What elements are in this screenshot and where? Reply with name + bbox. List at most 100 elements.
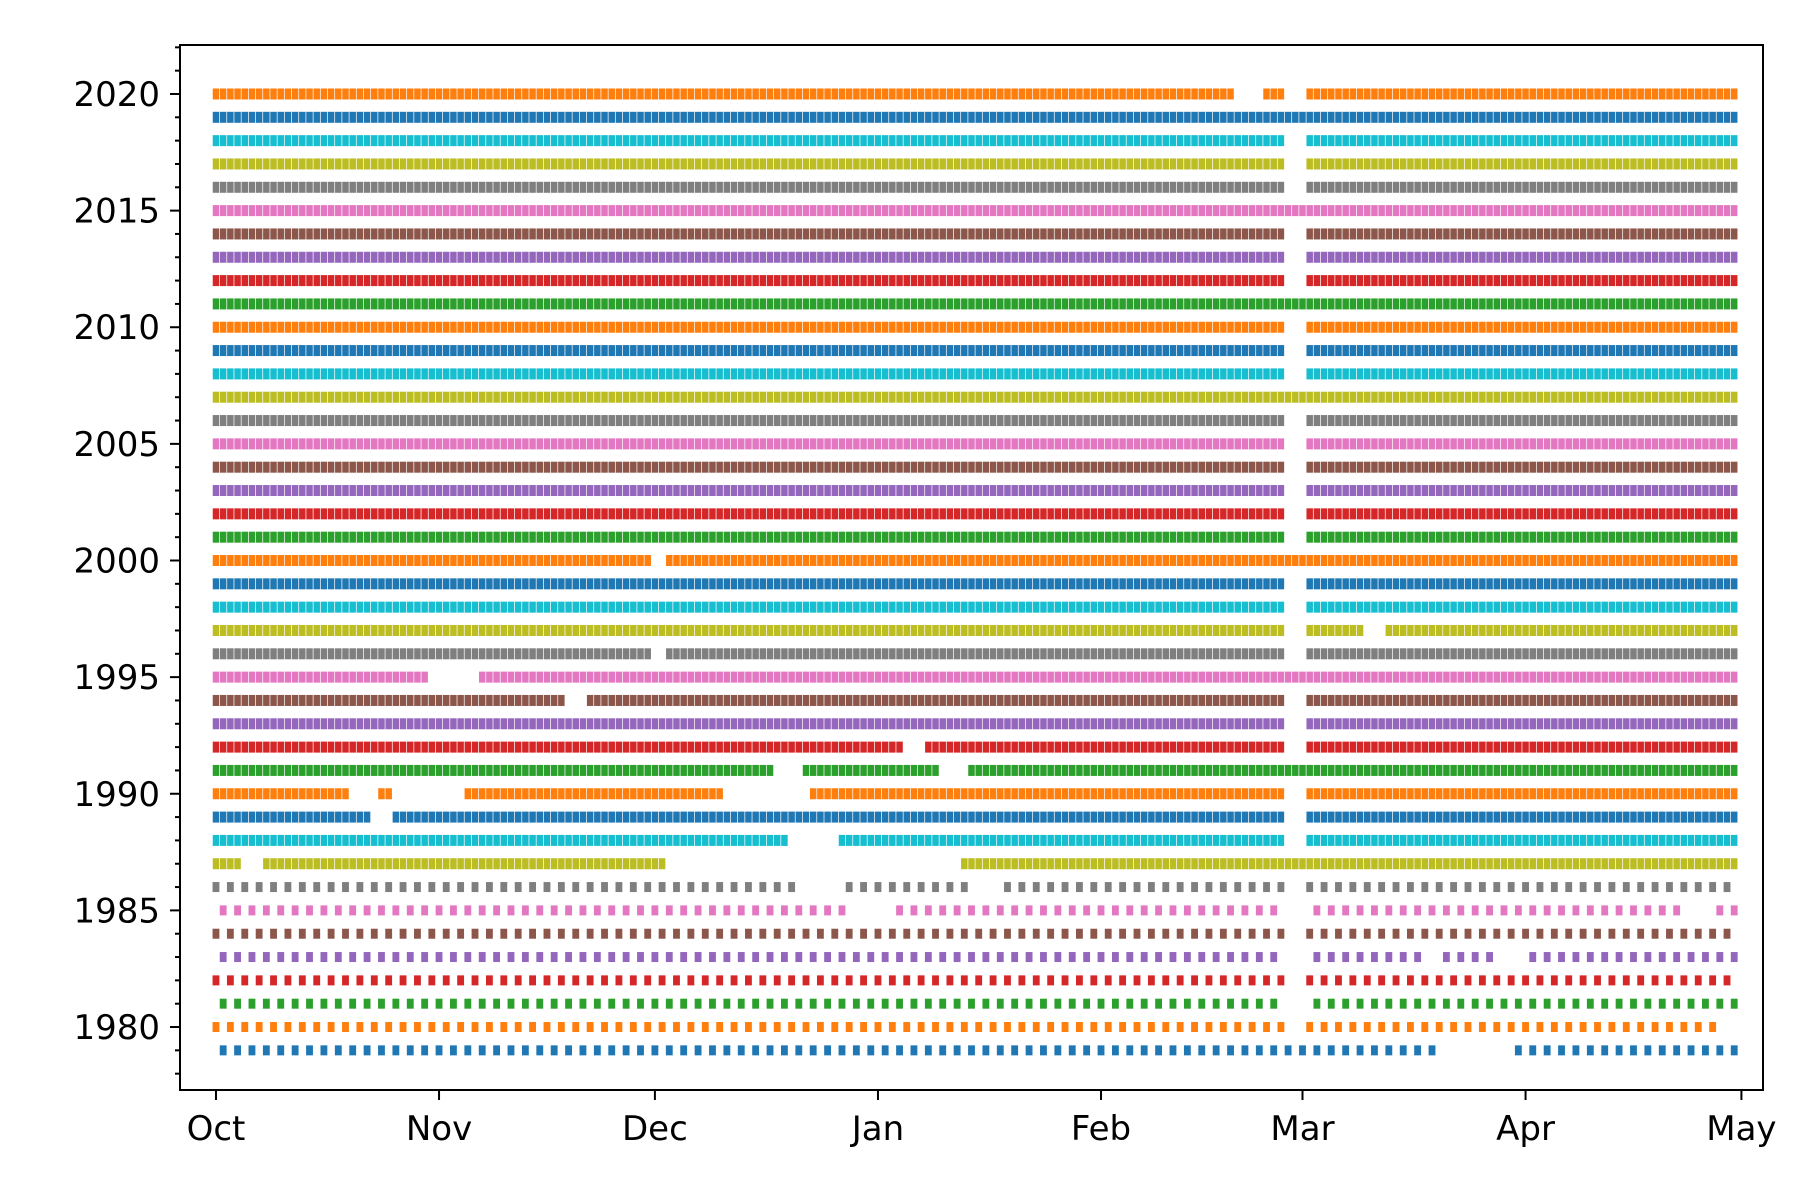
point-1987 [1097,858,1105,870]
point-1983 [1442,952,1450,963]
point-1998 [550,601,558,613]
point-2004 [1450,461,1457,473]
point-2002 [450,508,457,520]
point-1987 [586,858,594,870]
point-2003 [601,485,608,497]
point-1992 [637,741,644,753]
point-1987 [1299,858,1306,870]
point-1989 [1011,811,1018,823]
point-1991 [1083,764,1090,776]
point-1999 [514,578,522,590]
point-1982 [1320,975,1328,986]
point-1996 [371,648,378,660]
point-2001 [1558,531,1565,543]
point-1994 [1263,694,1270,706]
point-2002 [493,508,500,520]
point-1980 [356,1022,364,1033]
point-1984 [342,928,349,939]
point-1983 [824,952,832,963]
point-1985 [982,905,990,916]
point-2003 [1191,485,1198,497]
point-1979 [1054,1045,1062,1056]
point-1998 [227,601,234,613]
point-1984 [730,928,738,939]
point-2006 [1349,415,1357,427]
point-1982 [1191,975,1198,986]
point-2002 [1730,508,1738,520]
point-2005 [291,438,299,450]
point-2000 [1241,555,1249,566]
point-2002 [637,508,644,520]
point-1994 [1659,694,1666,706]
point-2006 [291,415,299,427]
point-1988 [961,834,968,846]
point-1981 [1644,998,1652,1009]
point-1989 [1126,811,1134,823]
point-2003 [1392,485,1400,497]
point-1993 [932,718,939,730]
point-2005 [1061,438,1069,450]
point-1984 [270,928,277,939]
point-1982 [485,975,493,986]
point-1997 [234,624,241,636]
point-1998 [1342,601,1349,613]
point-1992 [982,741,990,753]
point-1998 [1148,601,1155,613]
point-2000 [255,555,263,566]
point-1992 [1630,741,1637,753]
point-1988 [773,834,781,846]
point-1995 [1709,671,1716,683]
point-2007 [385,391,392,403]
point-2000 [1371,555,1378,566]
point-1994 [1421,694,1429,706]
point-1999 [550,578,558,590]
point-2006 [975,415,982,427]
point-1981 [1227,998,1234,1009]
point-1992 [1659,741,1666,753]
point-1985 [608,905,616,916]
point-2001 [550,531,558,543]
point-1993 [1169,718,1177,730]
point-1996 [536,648,544,660]
point-1979 [435,1045,443,1056]
point-1988 [536,834,544,846]
point-2006 [651,415,659,427]
point-1980 [1550,1022,1558,1033]
point-1983 [809,952,817,963]
point-1991 [1543,764,1551,776]
point-2001 [1097,531,1105,543]
point-1979 [637,1045,644,1056]
point-2001 [507,531,515,543]
point-1998 [356,601,364,613]
point-1981 [968,998,975,1009]
point-2006 [1227,415,1234,427]
series-2000 [212,555,1738,566]
point-1987 [227,858,234,870]
point-2001 [1587,531,1594,543]
point-1989 [486,811,493,823]
point-2001 [1471,531,1479,543]
point-2005 [442,438,450,450]
point-1989 [1033,811,1040,823]
point-1999 [773,578,781,590]
point-1997 [651,624,659,636]
point-1997 [666,624,673,636]
point-1997 [493,624,500,636]
point-2004 [227,461,234,473]
point-2003 [1730,485,1738,497]
point-1996 [212,648,220,660]
point-1980 [1320,1022,1328,1033]
point-1980 [1522,1022,1529,1033]
point-1990 [212,788,220,800]
point-1997 [709,624,716,636]
point-1987 [961,858,968,870]
point-2003 [529,485,536,497]
point-2006 [356,415,364,427]
point-1994 [378,694,385,706]
point-1997 [414,624,421,636]
point-1981 [809,998,817,1009]
point-1993 [1371,718,1378,730]
point-1998 [1076,601,1083,613]
point-2006 [320,415,328,427]
point-1979 [1284,1045,1292,1056]
